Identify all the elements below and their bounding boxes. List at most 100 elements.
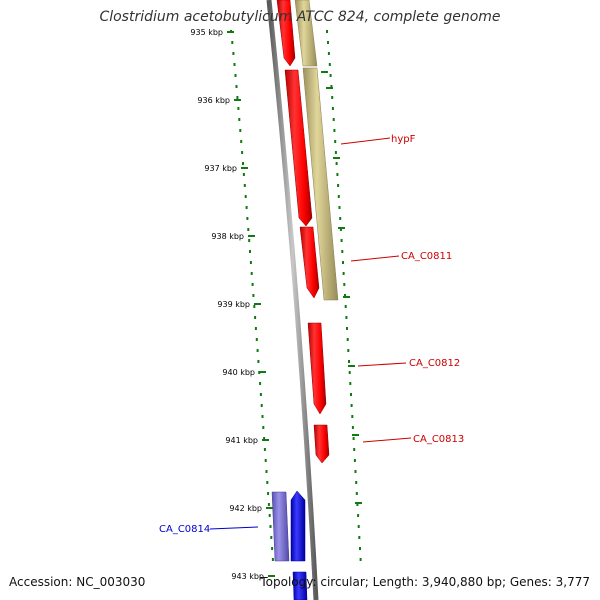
track-dot — [359, 558, 362, 561]
track-dot — [242, 173, 245, 176]
track-dot — [358, 536, 361, 539]
track-dot — [339, 217, 342, 220]
gene-feature-blue-arrow — [290, 490, 306, 562]
track-dot — [337, 184, 340, 187]
track-dot — [353, 448, 356, 451]
track-dot — [259, 393, 262, 396]
track-dot — [333, 129, 336, 132]
track-dot — [347, 349, 350, 352]
track-dot — [242, 162, 244, 165]
map-title: Clostridium acetobutylicum ATCC 824, com… — [99, 9, 501, 25]
track-dot — [342, 261, 344, 264]
gene-label-hypF: hypF — [391, 134, 416, 145]
track-dot — [235, 85, 238, 88]
feature-track-rna — [271, 490, 308, 600]
label-line-CA_C0813 — [362, 437, 412, 443]
track-dot — [267, 492, 270, 495]
track-dot — [265, 470, 268, 473]
track-dot — [263, 437, 266, 440]
track-dot — [253, 305, 256, 308]
track-dot — [232, 52, 235, 55]
track-dot — [346, 338, 349, 341]
track-dot — [245, 206, 248, 209]
track-dot — [353, 459, 356, 462]
track-dot — [359, 547, 361, 550]
gene-label-CA_C0811: CA_C0811 — [401, 251, 452, 262]
track-dot — [346, 327, 348, 330]
track-dot — [349, 382, 352, 385]
track-dot — [252, 294, 255, 297]
genome-stats-text: Topology: circular; Length: 3,940,880 bp… — [260, 575, 590, 589]
label-line-CA_C0811 — [350, 255, 400, 262]
track-dot — [267, 503, 270, 506]
track-dot — [256, 349, 259, 352]
track-dot — [348, 371, 351, 374]
gc-skew-track-right — [321, 30, 362, 561]
accession-text: Accession: NC_003030 — [9, 575, 146, 589]
tick-label: 939 kbp — [217, 300, 250, 309]
track-dot — [344, 305, 347, 308]
track-dot — [356, 503, 359, 506]
track-dot — [345, 316, 348, 319]
feature-track-reverse — [294, 0, 339, 301]
tick-label: 937 kbp — [204, 164, 237, 173]
track-dot — [326, 30, 328, 33]
track-dot — [257, 360, 260, 363]
track-dot — [264, 459, 267, 462]
tick-label: 938 kbp — [211, 232, 244, 241]
label-line-CA_C0812 — [357, 362, 407, 367]
track-dot — [334, 151, 337, 154]
gene-feature-red-CA_C0812 — [307, 322, 327, 415]
track-dot — [344, 294, 346, 297]
gene-feature-red-CA_C0813 — [313, 424, 330, 464]
track-dot — [268, 514, 271, 517]
track-dot — [336, 173, 339, 176]
track-dot — [241, 151, 244, 154]
track-dot — [357, 525, 360, 528]
track-dot — [259, 382, 262, 385]
track-dot — [334, 140, 337, 143]
gene-feature-blue-bottom — [292, 571, 308, 600]
track-dot — [262, 426, 265, 429]
track-dot — [348, 360, 350, 363]
gene-feature-olive-top — [294, 0, 318, 67]
gene-label-CA_C0813: CA_C0813 — [413, 434, 464, 445]
tick-label: 935 kbp — [190, 28, 223, 37]
tick-label: 942 kbp — [229, 504, 262, 513]
track-dot — [249, 261, 252, 264]
track-dot — [330, 85, 333, 88]
track-dot — [355, 492, 358, 495]
track-dot — [338, 206, 341, 209]
track-dot — [243, 184, 246, 187]
track-dot — [328, 63, 331, 66]
track-dot — [352, 437, 355, 440]
track-dot — [335, 162, 338, 165]
track-dot — [266, 481, 269, 484]
track-dot — [240, 140, 243, 143]
feature-track-forward — [276, 0, 330, 464]
track-dot — [340, 239, 343, 242]
track-dot — [351, 426, 354, 429]
track-dot — [337, 195, 340, 198]
track-dot — [329, 74, 332, 77]
track-dot — [332, 118, 335, 121]
track-dot — [237, 107, 240, 110]
track-dot — [339, 228, 342, 231]
track-dot — [251, 283, 254, 286]
track-dot — [270, 536, 273, 539]
track-dot — [350, 404, 353, 407]
track-dot — [233, 63, 236, 66]
gene-feature-purple-CA_C0814 — [271, 491, 290, 562]
track-dot — [331, 96, 334, 99]
track-dot — [236, 96, 239, 99]
track-dot — [342, 272, 345, 275]
track-dot — [260, 404, 263, 407]
track-dot — [249, 250, 251, 253]
gene-label-CA_C0812: CA_C0812 — [409, 358, 460, 369]
track-dot — [327, 41, 329, 44]
track-dot — [357, 514, 360, 517]
track-dot — [250, 272, 253, 275]
track-dot — [261, 415, 264, 418]
track-dot — [355, 481, 358, 484]
